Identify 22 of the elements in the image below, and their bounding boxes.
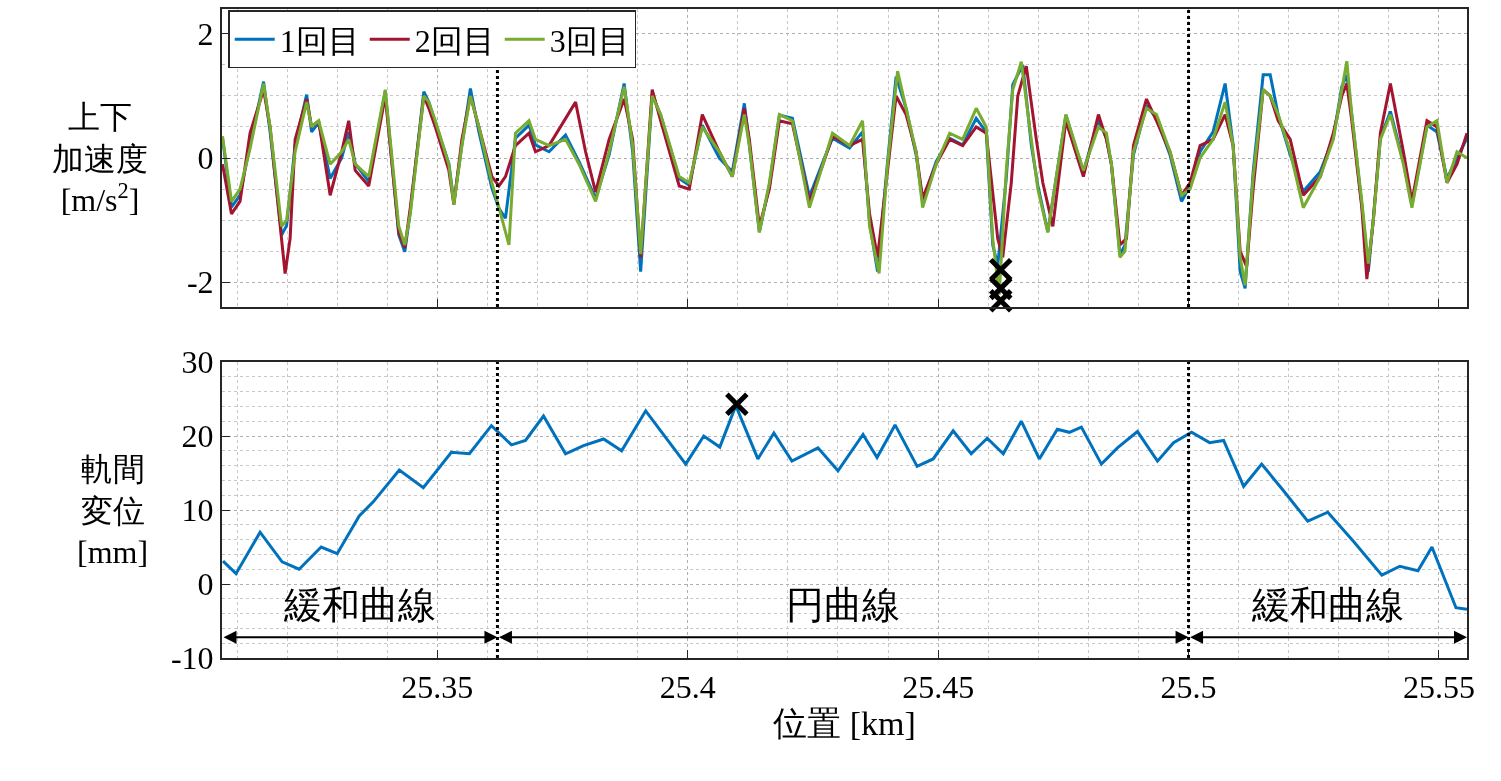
y-tick-label: 10 bbox=[181, 492, 214, 529]
legend-label: 2回目 bbox=[414, 22, 495, 59]
x-tick-label: 25.5 bbox=[1160, 669, 1217, 706]
y-tick-label: 2 bbox=[197, 16, 214, 53]
x-tick-label: 25.4 bbox=[659, 669, 716, 706]
annotation: 緩和曲線 bbox=[1251, 584, 1404, 626]
y-tick-label: -2 bbox=[186, 264, 214, 301]
annotation: 緩和曲線 bbox=[283, 584, 436, 626]
y-tick-label: -10 bbox=[170, 640, 214, 677]
y-tick-label: 30 bbox=[181, 344, 214, 381]
y-tick-label: 20 bbox=[181, 418, 214, 455]
x-axis-title: 位置 [km] bbox=[773, 705, 916, 743]
y-tick-label: 0 bbox=[197, 566, 214, 603]
y-axis-title: 上下加速度[m/s$^{2}$] bbox=[52, 99, 148, 219]
annotation: 円曲線 bbox=[786, 584, 900, 626]
legend-label: 3回目 bbox=[549, 22, 630, 59]
legend-label: 1回目 bbox=[279, 22, 360, 59]
x-tick-label: 25.55 bbox=[1402, 669, 1475, 706]
y-axis-title: 軌間変位[mm] bbox=[77, 451, 149, 571]
y-tick-label: 0 bbox=[197, 140, 214, 177]
x-tick-label: 25.35 bbox=[401, 669, 474, 706]
x-tick-label: 25.45 bbox=[902, 669, 975, 706]
